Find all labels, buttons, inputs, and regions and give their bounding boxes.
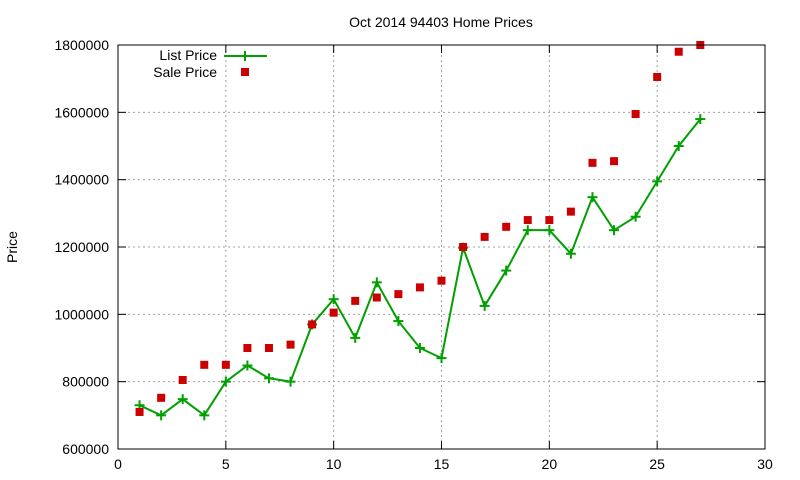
data-point-sale-price xyxy=(610,157,619,166)
x-tick-label: 10 xyxy=(326,456,342,472)
data-point-list-price xyxy=(479,300,490,311)
y-tick-label: 1000000 xyxy=(54,306,109,322)
data-point-list-price xyxy=(609,225,620,236)
series-layer xyxy=(134,41,706,421)
data-point-list-price xyxy=(177,394,188,405)
data-point-sale-price xyxy=(221,360,230,369)
data-point-sale-price xyxy=(200,360,209,369)
data-point-list-price xyxy=(350,332,361,343)
data-point-sale-price xyxy=(459,243,468,251)
data-point-sale-price xyxy=(178,375,187,384)
x-tick-label: 0 xyxy=(114,456,122,472)
axis-ticks: 600000 800000 1000000 1200000 1400000 1600000… xyxy=(54,37,773,472)
legend-marker-sale-price xyxy=(241,68,249,76)
data-point-sale-price xyxy=(502,222,511,231)
legend-label-sale-price: Sale Price xyxy=(153,64,217,80)
data-point-list-price xyxy=(328,294,339,305)
data-point-list-price xyxy=(199,410,210,421)
data-point-list-price xyxy=(393,316,404,327)
y-tick-label: 800000 xyxy=(62,374,109,390)
data-point-sale-price xyxy=(480,232,489,241)
data-point-sale-price xyxy=(351,296,360,305)
data-point-sale-price xyxy=(437,276,446,285)
data-point-sale-price xyxy=(394,290,403,299)
grid-lines xyxy=(118,45,765,449)
x-tick-label: 30 xyxy=(757,456,773,472)
legend: List Price Sale Price xyxy=(153,47,267,80)
data-point-sale-price xyxy=(545,216,554,225)
data-point-list-price xyxy=(565,248,576,259)
data-point-list-price xyxy=(285,376,296,387)
data-point-list-price xyxy=(695,114,706,125)
y-tick-label: 1400000 xyxy=(54,172,109,188)
plot-frame xyxy=(117,44,766,450)
data-point-list-price xyxy=(544,225,555,236)
data-point-sale-price xyxy=(286,340,295,349)
data-point-list-price xyxy=(652,176,663,187)
x-tick-label: 25 xyxy=(649,456,665,472)
chart-title: Oct 2014 94403 Home Prices xyxy=(349,14,533,30)
data-point-sale-price xyxy=(674,47,683,56)
legend-label-list-price: List Price xyxy=(159,47,217,63)
data-point-list-price xyxy=(587,192,598,203)
y-tick-label: 1800000 xyxy=(54,37,109,53)
data-point-sale-price xyxy=(631,110,640,119)
data-point-list-price xyxy=(156,410,167,421)
data-point-sale-price xyxy=(264,344,273,352)
x-tick-label: 15 xyxy=(434,456,450,472)
data-point-list-price xyxy=(220,376,231,387)
y-tick-label: 1200000 xyxy=(54,239,109,255)
data-point-sale-price xyxy=(329,308,338,317)
data-point-sale-price xyxy=(243,344,252,352)
x-tick-label: 20 xyxy=(542,456,558,472)
data-point-list-price xyxy=(263,373,274,384)
data-point-list-price xyxy=(414,343,425,353)
data-point-list-price xyxy=(630,211,641,222)
data-point-sale-price xyxy=(588,158,597,167)
x-tick-label: 5 xyxy=(222,456,230,472)
data-point-list-price xyxy=(501,265,512,276)
data-point-sale-price xyxy=(135,407,144,416)
data-point-sale-price xyxy=(415,283,424,292)
data-point-list-price xyxy=(436,353,447,364)
data-point-sale-price xyxy=(372,293,381,302)
data-point-list-price xyxy=(371,277,382,288)
y-tick-label: 600000 xyxy=(62,441,109,457)
data-point-sale-price xyxy=(157,393,166,402)
legend-marker-list-price xyxy=(240,51,250,61)
data-point-sale-price xyxy=(523,216,532,225)
data-point-sale-price xyxy=(653,72,662,81)
y-tick-label: 1600000 xyxy=(54,104,109,120)
data-point-list-price xyxy=(522,225,533,236)
y-axis-label: Price xyxy=(4,231,20,263)
data-point-sale-price xyxy=(566,207,575,216)
data-point-list-price xyxy=(242,360,253,371)
data-point-sale-price xyxy=(308,320,317,329)
data-point-list-price xyxy=(673,141,684,151)
